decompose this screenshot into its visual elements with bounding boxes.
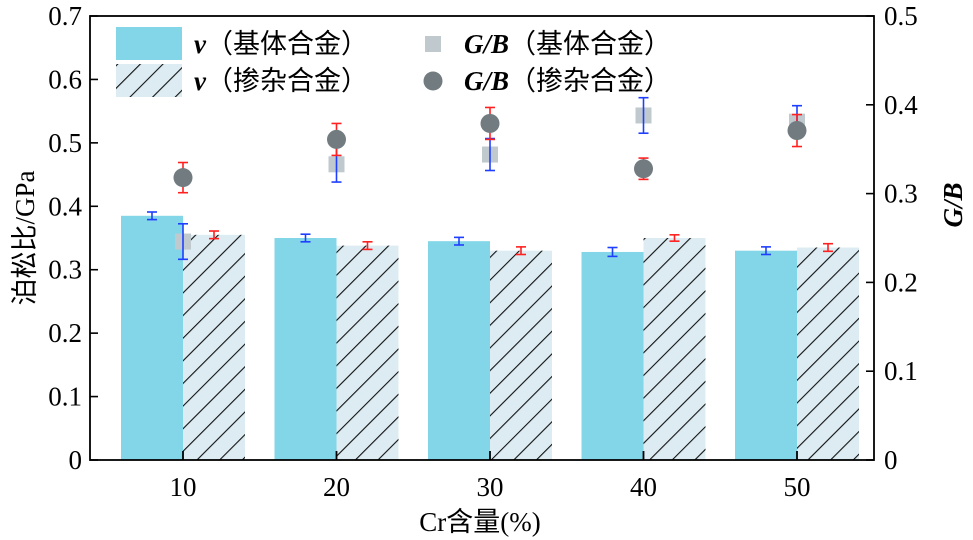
y2-axis-title: G/B: [938, 182, 968, 227]
legend-swatch-base: [116, 27, 182, 60]
legend: ν（基体合金）ν（掺杂合金）G/B（基体合金）G/B（掺杂合金）: [116, 27, 671, 97]
bar-base-20: [274, 238, 337, 460]
y-tick-label: 0.5: [48, 128, 82, 158]
legend-label: G/B（基体合金）: [464, 29, 671, 59]
y2-tick-label: 0.2: [884, 267, 918, 297]
y-tick-label: 0.6: [48, 64, 82, 94]
plot-area: [121, 96, 859, 460]
bar-doped-40: [643, 238, 706, 460]
y-tick-label: 0.2: [48, 318, 82, 348]
bar-base-40: [581, 251, 644, 460]
legend-symbol: G/B: [464, 66, 509, 96]
point-gb-doped-50: [787, 121, 807, 141]
point-gb-doped-30: [480, 113, 500, 133]
point-gb-doped-20: [327, 129, 346, 149]
y-tick-label: 0.7: [48, 1, 82, 31]
y2-tick-label: 0.4: [884, 90, 918, 120]
x-tick-label: 40: [630, 472, 657, 502]
axes: 0 0.1 0.2 0.3 0.4 0.5 0.6 0.7 0 0.1 0.2 0.3 0.4 0.5 10…: [48, 1, 918, 502]
point-gb-doped-40: [634, 159, 653, 179]
y-tick-label: 0: [69, 445, 83, 475]
legend-text: （基体合金）: [509, 29, 671, 59]
x-tick-label: 10: [170, 472, 197, 502]
x-tick-label: 50: [784, 472, 811, 502]
legend-label: ν（基体合金）: [194, 29, 368, 59]
bar-base-10: [121, 215, 183, 460]
point-gb-doped-10: [173, 168, 193, 188]
legend-label: G/B（掺杂合金）: [464, 66, 671, 96]
legend-text: （掺杂合金）: [509, 66, 671, 96]
bar-doped-10: [183, 234, 245, 460]
legend-label: ν（掺杂合金）: [194, 66, 368, 96]
x-tick-label: 20: [323, 472, 350, 502]
legend-swatch-gb-base: [425, 36, 441, 52]
y-tick-label: 0.1: [48, 382, 82, 412]
x-axis-title: Cr含量(%): [419, 507, 540, 537]
legend-text: （基体合金）: [206, 29, 368, 59]
plot-frame: [89, 15, 875, 461]
legend-symbol: ν: [194, 29, 207, 59]
bar-doped-50: [797, 247, 859, 460]
legend-symbol: ν: [194, 66, 207, 96]
y-axis-title: 泊松比/GPa: [10, 170, 40, 305]
y2-tick-label: 0.1: [884, 356, 918, 386]
bar-doped-30: [490, 250, 552, 460]
bar-doped-20: [336, 245, 399, 460]
y2-tick-label: 0.5: [884, 1, 918, 31]
legend-swatch-gb-doped: [423, 71, 443, 91]
y2-tick-label: 0: [884, 445, 898, 475]
legend-text: （掺杂合金）: [206, 66, 368, 96]
legend-symbol: G/B: [464, 29, 509, 59]
y2-tick-label: 0.3: [884, 179, 918, 209]
legend-swatch-doped: [116, 64, 182, 97]
x-tick-label: 30: [477, 472, 504, 502]
bar-base-30: [428, 241, 490, 460]
y-tick-label: 0.4: [48, 191, 82, 221]
y-tick-label: 0.3: [48, 255, 82, 285]
bar-base-50: [735, 250, 797, 460]
